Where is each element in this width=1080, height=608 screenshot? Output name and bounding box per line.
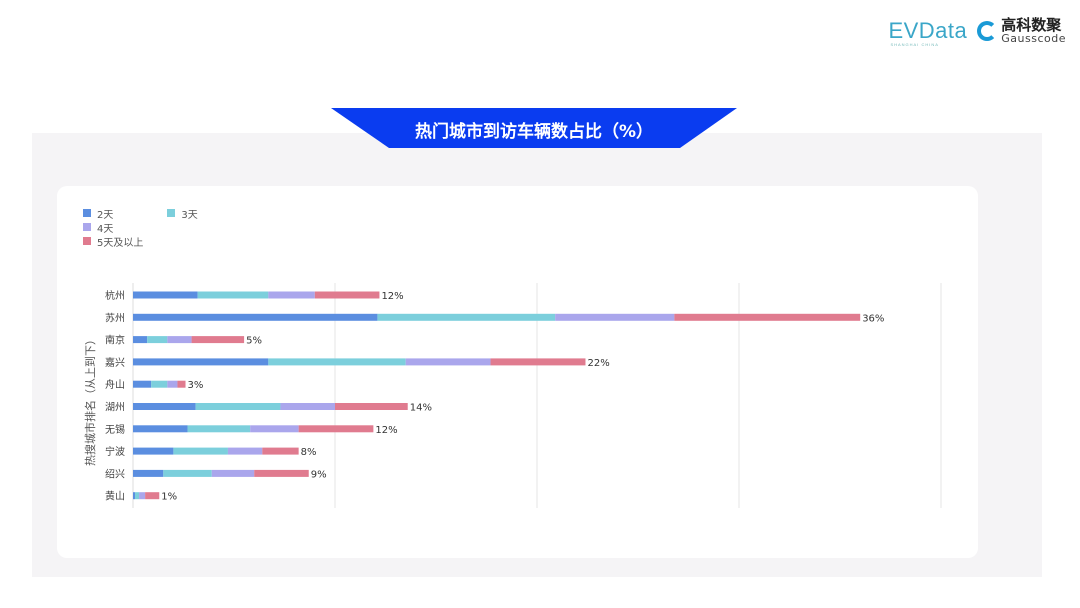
bar-segment (133, 291, 198, 299)
bar-segment (227, 447, 263, 455)
bar-segment (191, 336, 245, 344)
gausscode-mark-icon (977, 21, 998, 41)
bar-segment (298, 425, 374, 433)
bar-segment (268, 358, 406, 366)
data-label: 12% (381, 291, 403, 302)
y-tick-label: 无锡 (105, 423, 125, 436)
data-label: 1% (161, 492, 177, 503)
y-tick-label: 南京 (105, 334, 125, 347)
data-label: 3% (188, 380, 204, 391)
logos: EVData SHANGHAI CHINA 高科数聚 Gausscode (888, 18, 1066, 48)
legend-item-2d[interactable]: 2天 (83, 206, 113, 221)
bar-segment (490, 358, 586, 366)
evdata-logo: EVData SHANGHAI CHINA (888, 18, 968, 47)
bar-segment (211, 469, 255, 477)
data-label: 14% (410, 403, 432, 414)
bar-segment (133, 469, 164, 477)
bar-segment (197, 291, 269, 299)
bar-segment (268, 291, 315, 299)
chart-card (57, 186, 978, 558)
legend-item-4d[interactable]: 4天 (83, 220, 113, 235)
bar-segment (163, 469, 212, 477)
bar-segment (173, 447, 228, 455)
bar-segment (167, 336, 192, 344)
bar-segment (674, 313, 861, 321)
data-label: 22% (587, 358, 609, 369)
legend: 2天 3天 4天 5天及以上 (83, 206, 243, 249)
bar-segment (133, 425, 188, 433)
y-tick-label: 湖州 (105, 402, 125, 414)
bar-segment (555, 313, 675, 321)
bar-segment (133, 313, 378, 321)
bar-segment (167, 380, 178, 388)
y-tick-label: 绍兴 (105, 467, 125, 480)
bar-segment (133, 358, 269, 366)
data-label: 12% (375, 425, 397, 436)
bar-segment (280, 403, 335, 410)
y-tick-label: 黄山 (105, 490, 125, 503)
bar-segment (314, 291, 380, 299)
y-tick-label: 宁波 (105, 445, 125, 458)
bar-segment (177, 380, 186, 388)
bar-segment (147, 336, 168, 344)
data-label: 9% (311, 469, 327, 480)
bar-segment (254, 469, 309, 477)
bar-segment (151, 380, 168, 388)
legend-item-5d-plus[interactable]: 5天及以上 (83, 234, 143, 249)
gausscode-logo: 高科数聚 Gausscode (977, 18, 1066, 44)
data-label: 36% (862, 313, 884, 324)
y-tick-label: 嘉兴 (105, 356, 125, 369)
y-tick-label: 杭州 (105, 289, 125, 302)
legend-item-3d[interactable]: 3天 (167, 206, 198, 221)
data-label: 8% (301, 447, 317, 458)
bar-segment (133, 336, 148, 344)
bar-segment (187, 425, 251, 433)
bar-segment (250, 425, 299, 433)
y-tick-label: 舟山 (105, 378, 125, 391)
data-label: 5% (246, 336, 262, 347)
bar-segment (139, 492, 146, 500)
bar-segment (133, 492, 136, 500)
page-title: 热门城市到访车辆数占比（%） (414, 122, 654, 142)
bar-segment (262, 447, 299, 455)
bar-segment (195, 403, 281, 410)
bar-segment (133, 380, 152, 388)
bar-segment (405, 358, 491, 366)
bar-segment (145, 492, 160, 500)
bar-segment (135, 492, 140, 500)
bar-segment (335, 403, 408, 410)
title-banner: 热门城市到访车辆数占比（%） (331, 108, 737, 148)
y-tick-label: 苏州 (105, 311, 125, 324)
bar-segment (133, 403, 196, 410)
bar-segment (133, 447, 174, 455)
bar-segment (377, 313, 556, 321)
